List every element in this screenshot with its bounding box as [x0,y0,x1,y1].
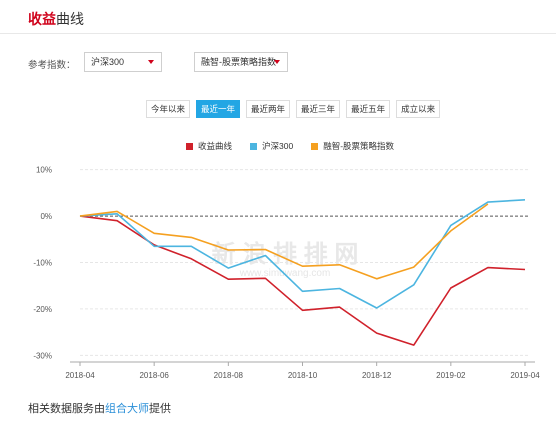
y-tick-label: -10% [33,259,52,268]
page-title-accent: 收益 [28,11,56,27]
tab-3y[interactable]: 最近三年 [296,100,341,118]
series-line-0 [79,215,526,346]
chevron-down-icon [274,60,280,64]
tab-2y[interactable]: 最近两年 [246,100,291,118]
series-line-2 [79,203,489,280]
y-tick-label: 10% [36,166,52,175]
page-title: 收益曲线 [28,9,84,29]
strategy-index-select[interactable]: 融智-股票策略指数 [194,52,288,72]
x-tick-label: 2018-12 [362,371,392,380]
y-tick-label: 0% [40,212,52,221]
legend-swatch [186,142,193,150]
x-tick-label: 2018-04 [65,371,95,380]
x-tick-label: 2018-08 [214,371,244,380]
strategy-select-value: 融智-股票策略指数 [201,57,276,67]
footer-link[interactable]: 组合大师 [105,403,149,415]
legend-item-rongzhi[interactable]: 融智-股票策略指数 [311,140,394,152]
legend-swatch [311,142,319,150]
watermark-text: 新 浪 排 排 网 [212,240,359,268]
x-tick-label: 2018-06 [139,371,169,380]
page-title-rest: 曲线 [56,11,84,27]
header: 收益曲线 [0,0,556,34]
chevron-down-icon [148,60,154,64]
legend-label: 沪深300 [262,141,294,151]
x-tick-label: 2019-04 [510,371,540,380]
tab-5y[interactable]: 最近五年 [346,100,391,118]
tab-since-inception[interactable]: 成立以来 [396,100,441,118]
legend-label: 收益曲线 [198,141,233,151]
header-divider [0,33,556,34]
footer-text-before: 相关数据服务由 [28,403,105,415]
legend-label: 融智-股票策略指数 [323,141,395,151]
index-select[interactable]: 沪深300 [84,52,162,72]
tab-ytd[interactable]: 今年以来 [146,100,191,118]
tab-1y[interactable]: 最近一年 [196,100,241,118]
footer-text-after: 提供 [149,403,171,415]
x-tick-label: 2018-10 [288,371,318,380]
y-tick-label: -20% [33,305,52,314]
period-tabs: 今年以来 最近一年 最近两年 最近三年 最近五年 成立以来 [146,100,441,118]
y-tick-label: -30% [33,351,52,360]
legend-swatch [250,142,258,150]
legend-item-strategy[interactable]: 收益曲线 [186,140,232,152]
reference-index-label: 参考指数： [28,60,76,71]
line-chart: 新 浪 排 排 网 www.simuwang.com 10%0%-10%-20%… [33,166,540,380]
series-line-1 [79,199,526,309]
index-select-value: 沪深300 [91,57,125,67]
x-tick-label: 2019-02 [436,371,466,380]
footer-credit: 相关数据服务由组合大师提供 [28,400,171,416]
legend-item-hs300[interactable]: 沪深300 [250,140,293,152]
chart-legend: 收益曲线 沪深300 融智-股票策略指数 [186,140,394,152]
